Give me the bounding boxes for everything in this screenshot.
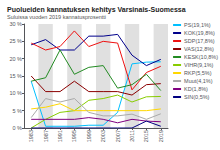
svg-text:RKP(5,5%): RKP(5,5%) [184,70,212,76]
svg-text:5 %: 5 % [13,108,23,114]
svg-text:KOK(19,8%): KOK(19,8%) [184,30,215,36]
svg-text:2011: 2011 [129,130,135,142]
svg-text:KD(1,8%): KD(1,8%) [184,86,208,92]
svg-text:20 %: 20 % [9,56,22,62]
svg-text:2015: 2015 [143,130,149,142]
svg-text:0 %: 0 % [13,125,23,131]
svg-text:30 %: 30 % [9,21,22,27]
svg-text:2019: 2019 [158,130,164,142]
svg-text:2003: 2003 [100,130,106,142]
svg-text:VIHR(9,1%): VIHR(9,1%) [184,62,214,68]
svg-text:Muut(4,1%): Muut(4,1%) [184,78,213,84]
svg-text:1999: 1999 [86,130,92,142]
svg-text:1995: 1995 [71,130,77,142]
svg-text:15 %: 15 % [9,73,22,79]
svg-text:1987: 1987 [43,130,49,142]
svg-text:SDP(17,8%): SDP(17,8%) [184,38,215,44]
svg-text:KESK(10,8%): KESK(10,8%) [184,54,218,60]
svg-text:25 %: 25 % [9,38,22,44]
svg-text:2007: 2007 [115,130,121,142]
svg-text:10 %: 10 % [9,90,22,96]
svg-text:Suluissa vuoden 2019 kannatusp: Suluissa vuoden 2019 kannatusprosentti [7,14,106,20]
svg-text:1983: 1983 [28,130,34,142]
svg-text:SIN(0,5%): SIN(0,5%) [184,94,210,100]
svg-text:1991: 1991 [57,130,63,142]
svg-text:Puolueiden kannatuksen kehitys: Puolueiden kannatuksen kehitys Varsinais… [7,6,186,14]
svg-text:PS(19,1%): PS(19,1%) [184,22,211,28]
svg-text:VAS(12,8%): VAS(12,8%) [184,46,214,52]
